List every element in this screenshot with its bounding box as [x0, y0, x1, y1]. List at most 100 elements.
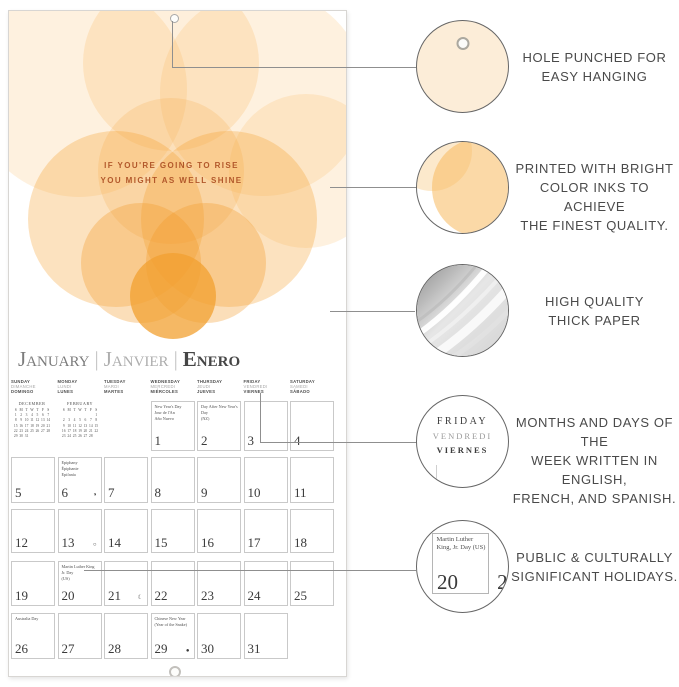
- callout-label-hole: HOLE PUNCHED FOR EASY HANGING: [522, 50, 667, 84]
- day-number: 6: [61, 485, 69, 500]
- day-number: 3: [247, 433, 255, 448]
- holiday-label: Day After New Year's Day (NZ): [201, 404, 238, 421]
- day-header-sunday: SUNDAY DIMANCHE DOMINGO: [11, 379, 36, 395]
- calendar-cell-31: 31: [243, 613, 288, 659]
- calendar-cell-18: 18: [290, 509, 334, 553]
- callout-line-friday-horizontal: [260, 442, 417, 443]
- day-number: 12: [15, 535, 28, 550]
- day-number: 22: [154, 588, 168, 603]
- title-separator: |: [173, 347, 178, 371]
- holiday-cell-box: Martin Luther King, Jr. Day (US): [432, 532, 489, 594]
- callout-line-hole-horizontal: [172, 67, 416, 68]
- day-header-wednesday: WEDNESDAY MERCREDI MIÉRCOLES: [150, 379, 181, 395]
- day-number: 25: [294, 588, 307, 603]
- moon-phase-icon: ○: [92, 542, 97, 548]
- callout-line-holidays: [84, 570, 416, 571]
- callout-label-inks: PRINTED WITH BRIGHT COLOR INKS TO ACHIEV…: [515, 161, 674, 233]
- thick-paper-detail-circle: [416, 264, 509, 357]
- day-of-week-header-row: SUNDAY DIMANCHE DOMINGO MONDAY LUNDI LUNES TUE…: [9, 379, 346, 395]
- calendar-cell-4: 4: [290, 401, 334, 451]
- calendar-cell-10: 10: [243, 457, 288, 503]
- cover-quote: IF YOU'RE GOING TO RISE YOU MIGHT AS WEL…: [69, 158, 274, 188]
- mini-calendar-february: FEBRUARY S M T W T F S 1 2 3 4 5 6 7 8 9 10 11 12 13 14 15 16 1…: [61, 401, 99, 439]
- day-number: 7: [108, 485, 115, 500]
- friday-spanish: VIERNES: [436, 445, 489, 455]
- callout-label-holidays: PUBLIC & CULTURALLY SIGNIFICANT HOLIDAYS…: [511, 550, 678, 584]
- calendar-cell-15: 15: [150, 509, 195, 553]
- day-number: 20: [61, 588, 75, 603]
- calendar-page: IF YOU'RE GOING TO RISE YOU MIGHT AS WEL…: [8, 10, 347, 677]
- calendar-cell-8: 8: [150, 457, 195, 503]
- holiday-cell-detail-circle: Martin Luther King, Jr. Day (US) 20 2: [416, 520, 509, 613]
- calendar-cell-19: 19: [11, 561, 55, 606]
- decorative-circle: [229, 94, 346, 248]
- day-number: 29: [154, 641, 168, 656]
- quote-line-1: IF YOU'RE GOING TO RISE: [104, 161, 239, 170]
- ink-circle-medium: [432, 142, 508, 233]
- day-header-thursday: THURSDAY JEUDI JUEVES: [197, 379, 223, 395]
- calendar-cell-21: ☾ 21: [104, 561, 148, 606]
- day-number: 8: [154, 485, 162, 500]
- day-number: 19: [15, 588, 28, 603]
- day-number: 13: [61, 535, 75, 550]
- day-number: 11: [294, 485, 307, 500]
- day-header-tuesday: TUESDAY MARDI MARTES: [104, 379, 126, 395]
- hanging-hole-bottom: [169, 666, 181, 676]
- day-number: 16: [201, 535, 214, 550]
- day-number: 9: [201, 485, 208, 500]
- callout-line-paper: [330, 311, 415, 312]
- calendar-cell-26: Australia Day 26: [11, 613, 55, 659]
- callout-label-languages: MONTHS AND DAYS OF THE WEEK WRITTEN IN E…: [512, 415, 677, 506]
- decorative-circle: [160, 11, 346, 196]
- calendar-cell-16: 16: [197, 509, 241, 553]
- holiday-label: Australia Day: [15, 616, 39, 621]
- day-number: 28: [108, 641, 121, 656]
- punched-hole-detail-circle: [416, 20, 509, 113]
- calendar-cell-7: 7: [104, 457, 148, 503]
- month-title: January | Janvier | Enero: [18, 347, 240, 371]
- hanging-hole-top: [170, 14, 179, 23]
- holiday-label: New Year's Day Jour de l'An Año Nuevo: [154, 404, 182, 421]
- day-number: 31: [247, 641, 261, 656]
- mini-calendar-title: DECEMBER: [18, 401, 46, 406]
- decorative-circle: [98, 98, 244, 244]
- day-number: 26: [15, 641, 28, 656]
- callout-line-hole-vertical: [172, 21, 173, 67]
- callout-label-paper: HIGH QUALITY THICK PAPER: [545, 294, 644, 328]
- cover-art: [9, 11, 346, 356]
- trilingual-day-detail-circle: FRIDAY VENDREDI VIERNES: [416, 395, 509, 488]
- month-title-french: Janvier: [103, 347, 169, 371]
- calendar-cell-20: Martin Luther King Jr. Day (US) 20: [57, 561, 102, 606]
- grid-line-fragment: [436, 465, 437, 481]
- moon-phase-icon: ◑: [92, 492, 97, 498]
- callout-line-inks: [330, 187, 416, 188]
- calendar-cell-17: 17: [243, 509, 288, 553]
- calendar-cell-5: 5: [11, 457, 55, 503]
- day-number: 18: [294, 535, 307, 550]
- day-number: 5: [15, 485, 22, 500]
- month-title-english: January: [18, 347, 90, 371]
- calendar-cell-23: 23: [197, 561, 241, 606]
- day-number: 15: [154, 535, 168, 550]
- day-number: 24: [247, 588, 261, 603]
- title-separator: |: [94, 347, 99, 371]
- mini-calendar-grid: S M T W T F S 1 2 3 4 5 6 7 8 9 10 11 12 13 14 15 16 17 18 19 20 21…: [13, 408, 51, 438]
- calendar-cell-11: 11: [290, 457, 334, 503]
- moon-phase-icon: ●: [185, 648, 190, 654]
- day-number: 30: [201, 641, 214, 656]
- day-number: 14: [108, 535, 121, 550]
- day-number: 23: [201, 588, 214, 603]
- curled-paper-icon: [417, 265, 508, 356]
- holiday-label: Epiphany Épiphanie Epifanía: [61, 460, 79, 477]
- calendar-cell-29: Chinese New Year (Year of the Snake) ● 29: [150, 613, 195, 659]
- decorative-circle: [83, 11, 259, 151]
- calendar-cell-28: 28: [104, 613, 148, 659]
- month-title-spanish: Enero: [182, 347, 241, 371]
- moon-phase-icon: ☾: [137, 595, 143, 601]
- day-number: 27: [61, 641, 75, 656]
- holiday-label: Martin Luther King Jr. Day (US): [61, 564, 95, 581]
- friday-french: VENDREDI: [432, 431, 493, 441]
- day-number: 4: [294, 433, 301, 448]
- calendar-cell-2: Day After New Year's Day (NZ) 2: [197, 401, 241, 451]
- mini-calendar-december: DECEMBER S M T W T F S 1 2 3 4 5 6 7 8 9 10 11 12 13 14 15 16 1…: [13, 401, 51, 439]
